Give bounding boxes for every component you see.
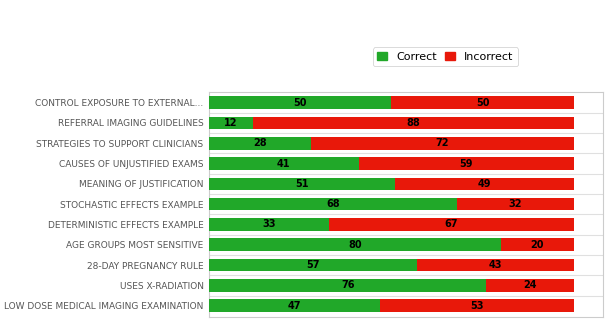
Bar xyxy=(392,96,574,109)
Bar xyxy=(253,117,574,129)
Text: 59: 59 xyxy=(459,159,473,169)
Text: 51: 51 xyxy=(296,179,309,189)
Text: 76: 76 xyxy=(341,280,354,291)
Text: 33: 33 xyxy=(262,220,276,230)
Text: 28: 28 xyxy=(253,138,267,148)
Text: 24: 24 xyxy=(523,280,537,291)
Text: 67: 67 xyxy=(445,220,458,230)
Bar xyxy=(209,117,253,129)
Text: 12: 12 xyxy=(224,118,238,128)
Bar xyxy=(209,96,392,109)
Bar xyxy=(359,157,574,170)
Bar xyxy=(395,178,574,190)
Bar xyxy=(501,239,574,251)
Bar xyxy=(209,157,359,170)
Bar xyxy=(209,279,486,292)
Text: 20: 20 xyxy=(531,240,544,250)
Text: 43: 43 xyxy=(489,260,502,270)
Bar xyxy=(209,137,311,150)
Text: 50: 50 xyxy=(476,98,489,108)
Bar xyxy=(209,239,501,251)
Bar xyxy=(486,279,574,292)
Legend: Correct, Incorrect: Correct, Incorrect xyxy=(373,48,518,66)
Bar xyxy=(381,299,574,312)
Text: 49: 49 xyxy=(478,179,491,189)
Bar xyxy=(209,218,330,231)
Bar xyxy=(311,137,574,150)
Bar xyxy=(457,198,574,211)
Text: 68: 68 xyxy=(326,199,340,209)
Text: 47: 47 xyxy=(288,301,302,311)
Text: 32: 32 xyxy=(509,199,522,209)
Bar xyxy=(209,178,395,190)
Bar xyxy=(417,259,574,271)
Text: 72: 72 xyxy=(436,138,449,148)
Text: 50: 50 xyxy=(294,98,307,108)
Bar xyxy=(209,198,457,211)
Text: 53: 53 xyxy=(470,301,484,311)
Bar xyxy=(330,218,574,231)
Text: 80: 80 xyxy=(348,240,362,250)
Bar xyxy=(209,259,417,271)
Text: 88: 88 xyxy=(406,118,420,128)
Text: 57: 57 xyxy=(307,260,320,270)
Text: 41: 41 xyxy=(277,159,291,169)
Bar xyxy=(209,299,381,312)
